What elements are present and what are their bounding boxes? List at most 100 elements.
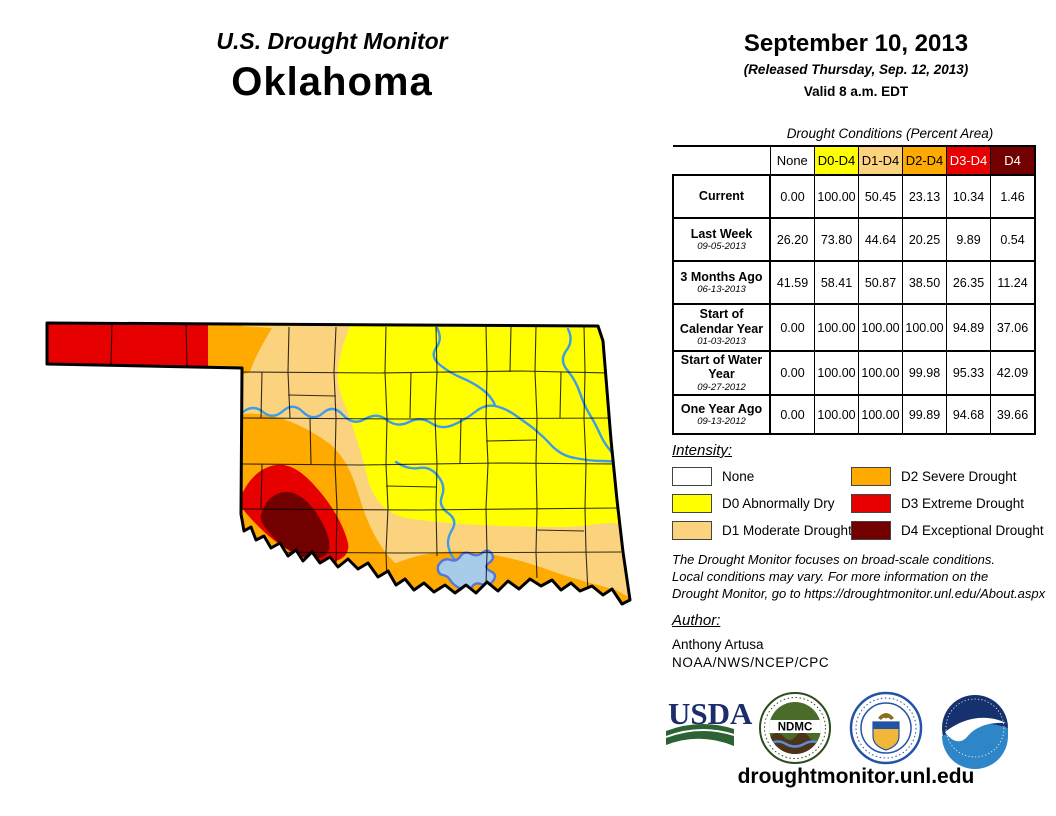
table-cell: 39.66 <box>990 394 1036 435</box>
column-header-d1: D1-D4 <box>858 145 903 176</box>
disclaimer-line-2: Local conditions may vary. For more info… <box>672 569 989 584</box>
row-label: One Year Ago 09-13-2012 <box>672 394 771 435</box>
table-cell: 23.13 <box>902 174 947 219</box>
legend-label-d3: D3 Extreme Drought <box>901 496 1025 511</box>
table-cell: 10.34 <box>946 174 991 219</box>
table-cell: 50.45 <box>858 174 903 219</box>
table-cell: 99.89 <box>902 394 947 435</box>
ndmc-logo-text: NDMC <box>778 722 813 734</box>
table-cell: 26.20 <box>769 217 815 262</box>
table-cell: 95.33 <box>946 350 991 396</box>
lake-texoma <box>436 549 497 592</box>
river-washita <box>394 460 457 562</box>
logo-row: USDA NDMC <box>665 691 1008 769</box>
legend-swatch-d3 <box>851 494 891 513</box>
table-cell: 94.89 <box>946 303 991 352</box>
drought-conditions-table: None D0-D4 D1-D4 D2-D4 D3-D4 D4 Current … <box>672 145 1036 435</box>
table-cell: 0.00 <box>769 303 815 352</box>
table-cell: 73.80 <box>814 217 859 262</box>
legend-label-d0: D0 Abnormally Dry <box>722 496 835 511</box>
table-cell: 100.00 <box>814 174 859 219</box>
table-corner-cell <box>673 145 770 175</box>
table-cell: 42.09 <box>990 350 1036 396</box>
usda-logo: USDA <box>665 696 753 746</box>
legend-swatch-d1 <box>672 521 712 540</box>
table-cell: 94.68 <box>946 394 991 435</box>
table-row: 3 Months Ago 06-13-2013 41.59 58.41 50.87… <box>672 260 1036 305</box>
table-cell: 44.64 <box>858 217 903 262</box>
author-org: NOAA/NWS/NCEP/CPC <box>672 655 830 670</box>
column-header-d2: D2-D4 <box>902 145 947 176</box>
ndmc-logo: NDMC <box>759 692 831 764</box>
legend-swatch-d4 <box>851 521 891 540</box>
row-label: Start of Water Year 09-27-2012 <box>672 350 771 396</box>
table-cell: 100.00 <box>814 394 859 435</box>
table-cell: 38.50 <box>902 260 947 305</box>
table-cell: 1.46 <box>990 174 1036 219</box>
legend-label-d2: D2 Severe Drought <box>901 469 1017 484</box>
legend-heading: Intensity: <box>672 442 733 459</box>
author-heading: Author: <box>672 612 721 629</box>
table-cell: 100.00 <box>814 303 859 352</box>
table-cell: 26.35 <box>946 260 991 305</box>
legend-swatch-d0 <box>672 494 712 513</box>
release-date: (Released Thursday, Sep. 12, 2013) <box>743 62 969 77</box>
table-header-row: None D0-D4 D1-D4 D2-D4 D3-D4 D4 <box>673 145 1036 176</box>
table-cell: 100.00 <box>858 350 903 396</box>
legend-label-d1: D1 Moderate Drought <box>722 523 852 538</box>
table-cell: 100.00 <box>902 303 947 352</box>
table-cell: 0.00 <box>769 174 815 219</box>
author-name: Anthony Artusa <box>672 637 764 652</box>
page-title: U.S. Drought Monitor <box>216 28 448 54</box>
footer-url: droughtmonitor.unl.edu <box>737 765 975 788</box>
table-cell: 9.89 <box>946 217 991 262</box>
map-zone-d3-panhandle <box>47 323 208 370</box>
table-row: Current 0.00 100.00 50.45 23.13 10.34 1.… <box>672 174 1036 219</box>
column-header-none: None <box>769 145 815 176</box>
table-row: Start of Water Year 09-27-2012 0.00 100.0… <box>672 350 1036 396</box>
table-row: Start of Calendar Year 01-03-2013 0.00 10… <box>672 303 1036 352</box>
table-cell: 50.87 <box>858 260 903 305</box>
region-title: Oklahoma <box>231 60 433 104</box>
table-cell: 58.41 <box>814 260 859 305</box>
usda-logo-swoosh <box>666 723 734 746</box>
legend-swatch-d2 <box>851 467 891 486</box>
table-cell: 11.24 <box>990 260 1036 305</box>
table-title: Drought Conditions (Percent Area) <box>786 126 994 141</box>
table-cell: 0.00 <box>769 394 815 435</box>
table-cell: 0.54 <box>990 217 1036 262</box>
column-header-d0: D0-D4 <box>814 145 859 176</box>
column-header-d4: D4 <box>990 145 1036 176</box>
valid-time: Valid 8 a.m. EDT <box>803 84 909 99</box>
table-cell: 100.00 <box>858 394 903 435</box>
state-outline <box>45 321 632 606</box>
noaa-logo <box>942 695 1008 769</box>
noaa-bird <box>945 717 1006 742</box>
disclaimer-line-3: Drought Monitor, go to https://droughtmo… <box>672 586 1046 601</box>
table-cell: 37.06 <box>990 303 1036 352</box>
table-row: Last Week 09-05-2013 26.20 73.80 44.64 20… <box>672 217 1036 262</box>
table-cell: 100.00 <box>814 350 859 396</box>
table-cell: 100.00 <box>858 303 903 352</box>
row-label: Current <box>672 174 771 219</box>
river-north-canadian <box>241 404 618 464</box>
doc-logo <box>849 691 923 765</box>
oklahoma-drought-map <box>45 321 632 606</box>
table-cell: 20.25 <box>902 217 947 262</box>
row-label: 3 Months Ago 06-13-2013 <box>672 260 771 305</box>
map-date: September 10, 2013 <box>743 30 969 57</box>
table-row: One Year Ago 09-13-2012 0.00 100.00 100.0… <box>672 394 1036 435</box>
legend-label-none: None <box>722 469 755 484</box>
row-label: Start of Calendar Year 01-03-2013 <box>672 303 771 352</box>
county-lines <box>110 323 622 593</box>
table-cell: 99.98 <box>902 350 947 396</box>
table-cell: 41.59 <box>769 260 815 305</box>
legend-label-d4: D4 Exceptional Drought <box>901 523 1044 538</box>
column-header-d3: D3-D4 <box>946 145 991 176</box>
table-cell: 0.00 <box>769 350 815 396</box>
disclaimer-line-1: The Drought Monitor focuses on broad-sca… <box>672 552 996 567</box>
legend-swatch-none <box>672 467 712 486</box>
row-label: Last Week 09-05-2013 <box>672 217 771 262</box>
map-zone-d2-panhandle <box>205 323 272 375</box>
